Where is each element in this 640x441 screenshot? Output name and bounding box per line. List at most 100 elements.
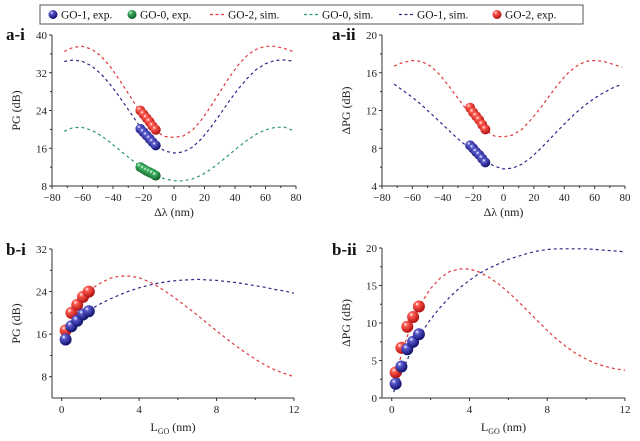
legend-marker-icon (127, 10, 137, 19)
x-tick-label: 40 (559, 192, 571, 204)
y-tick-label: 10 (366, 318, 378, 330)
y-tick-label: 15 (366, 281, 378, 293)
series-line-go-1-sim (88, 278, 295, 311)
data-point (82, 285, 95, 298)
series-line-go-1-sim (64, 59, 294, 154)
legend-entry-go-1-sim: GO-1, sim. (399, 10, 469, 22)
x-tick-label: 8 (544, 404, 550, 416)
panel-label-a-i: a-i (6, 25, 25, 44)
y-tick-label: 4 (372, 181, 378, 193)
legend-label: GO-0, sim. (322, 10, 374, 22)
x-tick-label: −40 (434, 192, 452, 204)
x-tick-label: 12 (620, 404, 631, 416)
series-line-go-2-sim (88, 275, 295, 378)
x-tick-label: 60 (589, 192, 601, 204)
series-markers-go-2-exp (465, 102, 491, 135)
y-tick-label: 12 (366, 106, 377, 118)
x-tick-label: 60 (260, 192, 272, 204)
x-tick-label: −60 (74, 192, 92, 204)
y-tick-label: 16 (366, 68, 378, 80)
y-tick-label: 16 (36, 143, 48, 155)
data-point (150, 140, 161, 151)
panel-b-ii: 0 5 10 15 20 0 4 8 12 LGO (nm) ΔPG (dB) (339, 243, 631, 436)
x-tick-label: 80 (620, 192, 632, 204)
series-markers-go-1-exp (389, 328, 425, 390)
x-tick-label: 20 (528, 192, 540, 204)
data-point (389, 377, 402, 390)
y-tick-label: 24 (36, 287, 48, 299)
x-tick-label: −40 (104, 192, 122, 204)
legend: GO-1, exp. GO-0, exp. GO-2, sim. GO-0, sim.… (39, 4, 584, 25)
x-tick-label: 4 (136, 404, 142, 416)
data-point (480, 157, 491, 168)
y-tick-label: 20 (366, 30, 378, 42)
y-tick-label: 24 (36, 106, 48, 118)
series-markers-go-1-exp (59, 305, 95, 346)
panel-label-b-i: b-i (6, 240, 26, 259)
data-point (150, 124, 161, 135)
series-line-go-2-sim (63, 45, 294, 139)
panel-label-b-ii: b-ii (332, 240, 357, 259)
y-axis-title: ΔPG (dB) (339, 86, 353, 134)
legend-label: GO-2, exp. (505, 10, 557, 22)
data-point (412, 300, 425, 313)
x-tick-label: −80 (43, 192, 61, 204)
y-tick-label: 20 (366, 243, 378, 255)
y-tick-label: 8 (42, 181, 48, 193)
y-axis-title: ΔPG (dB) (339, 299, 353, 347)
x-tick-label: 4 (467, 404, 473, 416)
y-axis-title: PG (dB) (9, 303, 23, 343)
legend-entry-go-1-exp: GO-1, exp. (48, 10, 113, 22)
series-markers-go-1-exp (465, 140, 491, 168)
x-tick-label: 20 (199, 192, 211, 204)
series-markers-go-2-exp (135, 105, 161, 135)
data-point (395, 360, 408, 373)
series-line-go-2-sim (393, 268, 626, 384)
y-tick-label: 8 (372, 143, 378, 155)
legend-entry-go-2-sim: GO-2, sim. (210, 10, 280, 22)
x-axis-title: LGO (nm) (481, 420, 526, 436)
x-tick-label: 0 (59, 404, 65, 416)
legend-label: GO-1, exp. (61, 10, 113, 22)
x-tick-label: −80 (373, 192, 391, 204)
panel-a-i: 8 16 24 32 40 −80 −60 −40 −20 0 20 40 60 80 Δλ (nm) PG … (9, 30, 302, 219)
legend-marker-icon (492, 10, 502, 19)
x-tick-label: −60 (404, 192, 422, 204)
y-tick-label: 8 (42, 372, 48, 384)
y-axis-title: PG (dB) (9, 90, 23, 130)
series-line-go-1-sim (393, 248, 626, 393)
x-tick-label: −20 (135, 192, 153, 204)
legend-label: GO-0, exp. (140, 10, 192, 22)
y-tick-label: 32 (36, 68, 47, 80)
legend-entry-go-0-sim: GO-0, sim. (304, 10, 374, 22)
y-tick-label: 32 (36, 244, 47, 256)
panel-a-ii: 4 8 12 16 20 −80 −60 −40 −20 0 20 40 60 80 Δλ (nm) ΔPG … (339, 30, 631, 219)
data-point (150, 170, 161, 181)
series-line-go-0-sim (63, 126, 294, 182)
legend-entry-go-2-exp: GO-2, exp. (492, 10, 557, 22)
y-tick-label: 0 (372, 393, 378, 405)
x-tick-label: 0 (389, 404, 395, 416)
x-tick-label: 40 (230, 192, 242, 204)
series-markers-go-0-exp (135, 162, 161, 181)
series-markers-go-1-exp (135, 123, 161, 151)
x-axis-title: Δλ (nm) (484, 205, 524, 219)
legend-marker-icon (48, 10, 58, 19)
legend-label: GO-1, sim. (417, 10, 469, 22)
data-point (407, 311, 420, 323)
x-tick-label: 12 (289, 404, 300, 416)
y-tick-label: 16 (36, 329, 48, 341)
x-tick-label: 8 (214, 404, 220, 416)
legend-entry-go-0-exp: GO-0, exp. (127, 10, 192, 22)
series-line-go-2-sim (393, 59, 623, 138)
y-tick-label: 5 (372, 356, 378, 368)
data-point (480, 124, 491, 135)
x-tick-label: −20 (465, 192, 483, 204)
data-point (401, 320, 414, 333)
legend-label: GO-2, sim. (228, 10, 280, 22)
x-tick-label: 0 (171, 192, 177, 204)
series-line-go-1-sim (393, 83, 623, 170)
x-tick-label: 80 (291, 192, 303, 204)
y-tick-label: 40 (36, 30, 48, 42)
